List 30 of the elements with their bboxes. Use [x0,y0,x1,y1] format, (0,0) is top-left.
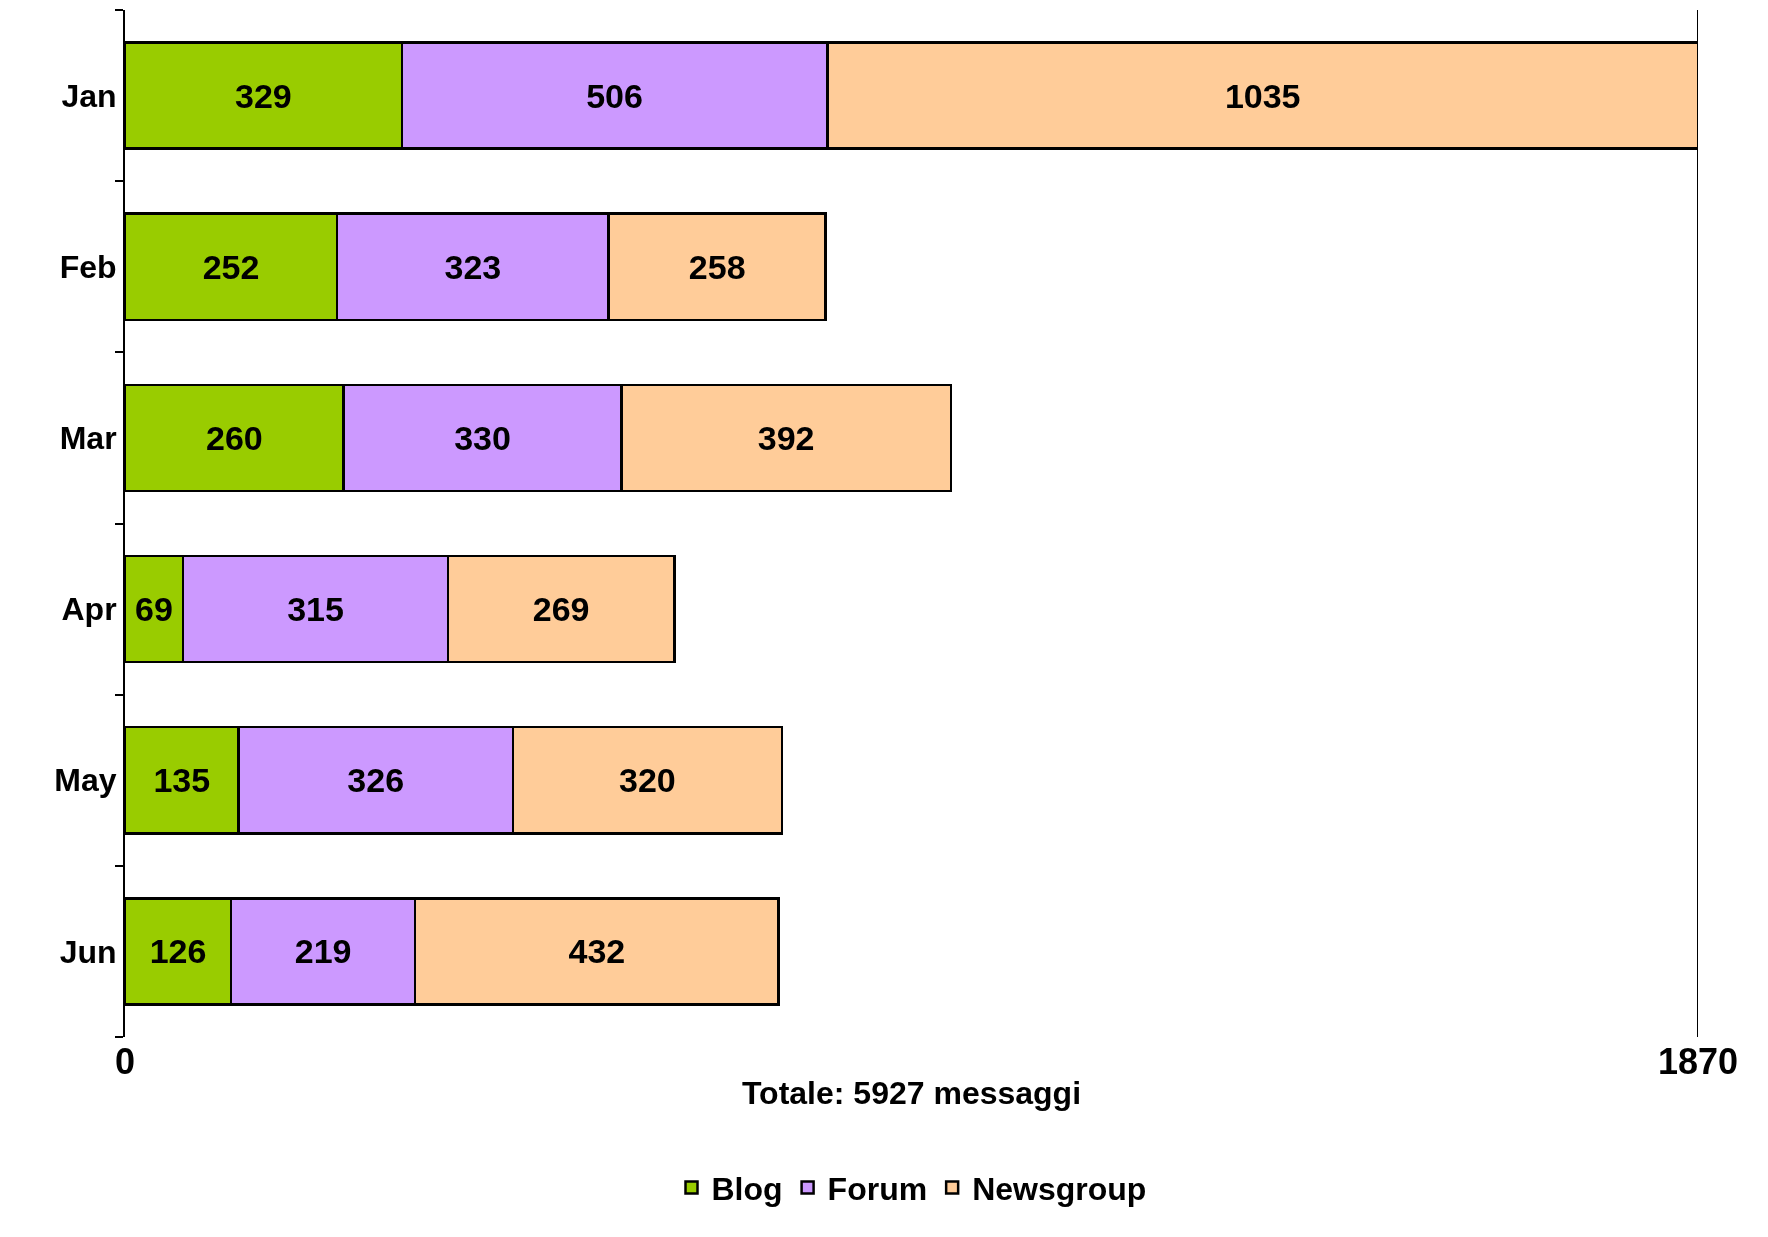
data-label: 432 [568,932,626,971]
data-label: 1035 [1224,76,1301,115]
y-tick-label: Jan [61,77,117,114]
y-tick-label: Jun [59,933,117,970]
x-tick-label: 1870 [1657,1041,1739,1082]
data-label: 252 [202,247,260,286]
data-label: 323 [444,247,502,286]
data-label: 69 [135,590,173,629]
data-label: 135 [153,761,211,800]
data-label: 330 [454,418,511,457]
data-label: 326 [347,761,405,800]
y-tick-label: Apr [61,591,117,628]
data-label: 219 [294,932,352,971]
data-label: 320 [619,761,676,800]
data-label: 506 [586,76,643,115]
data-label: 392 [757,418,815,457]
x-tick-label: 0 [114,1041,136,1082]
data-label: 329 [235,76,292,115]
legend-label: Blog [711,1171,783,1208]
x-axis-title: Totale: 5927 messaggi [741,1074,1082,1111]
data-label: 269 [532,590,590,629]
data-label: 258 [688,247,746,286]
data-label: 315 [287,590,344,629]
y-tick-label: Feb [59,248,117,285]
legend-label: Newsgroup [972,1171,1147,1208]
legend-label: Forum [827,1171,928,1208]
data-label: 260 [205,418,263,457]
y-tick-label: May [54,762,117,799]
data-label: 126 [149,932,207,971]
y-tick-label: Mar [59,420,117,457]
